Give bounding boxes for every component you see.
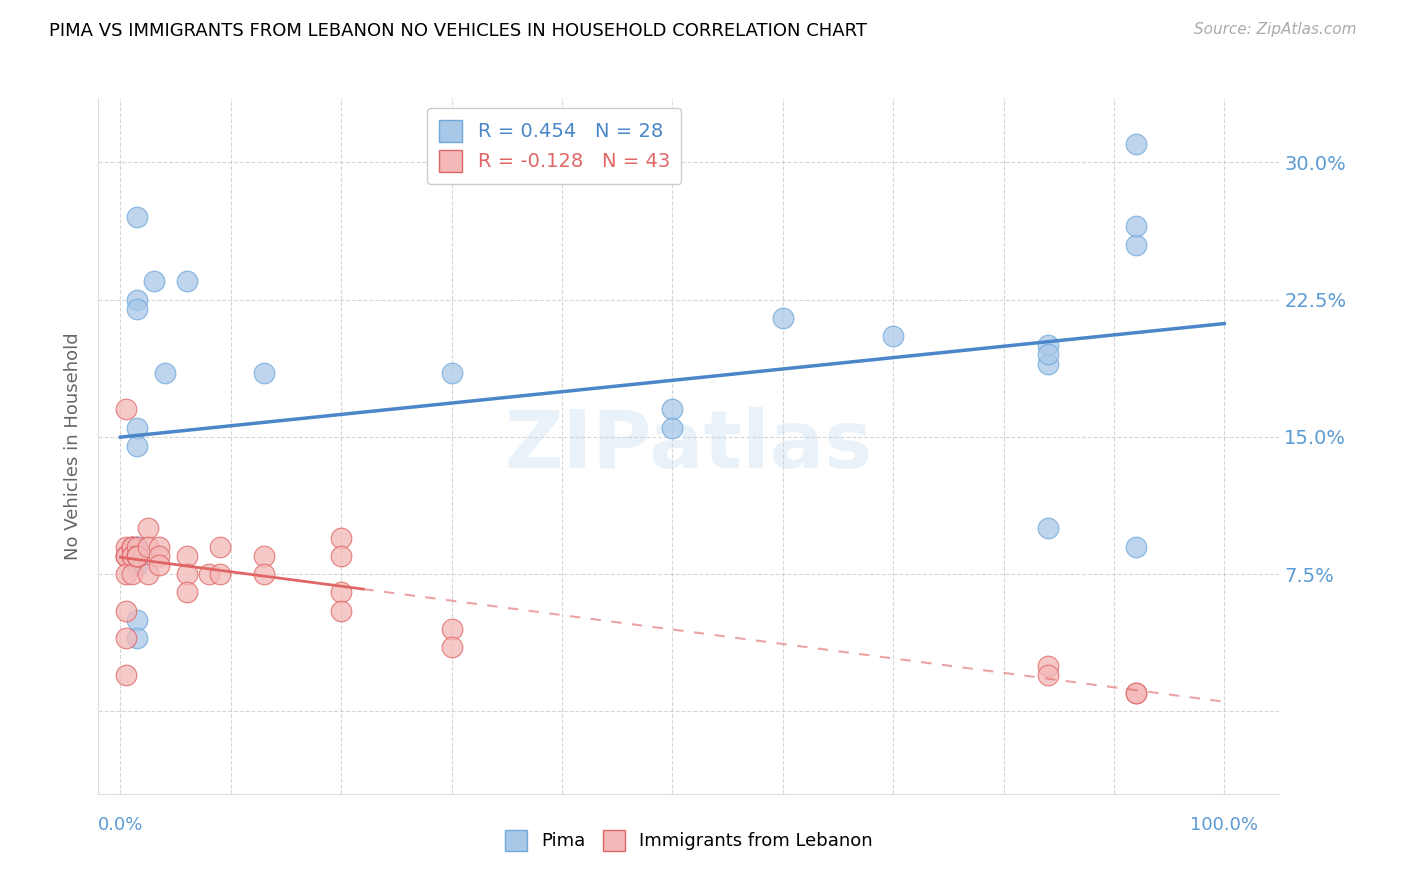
Point: [125, 293, 148, 307]
Point: [148, 540, 170, 554]
Point: [121, 549, 143, 563]
Point: [125, 540, 148, 554]
Point: [136, 540, 159, 554]
Point: [1125, 540, 1147, 554]
Point: [1125, 219, 1147, 234]
Point: [330, 604, 353, 618]
Point: [253, 549, 276, 563]
Point: [198, 567, 221, 582]
Point: [125, 439, 148, 453]
Point: [1125, 237, 1147, 252]
Point: [176, 585, 198, 599]
Point: [330, 549, 353, 563]
Point: [125, 301, 148, 316]
Point: [1125, 686, 1147, 700]
Point: [125, 540, 148, 554]
Point: [1125, 136, 1147, 151]
Point: [176, 274, 198, 288]
Point: [208, 540, 231, 554]
Point: [661, 402, 683, 417]
Point: [148, 558, 170, 572]
Point: [125, 549, 148, 563]
Point: [125, 549, 148, 563]
Point: [253, 366, 276, 380]
Y-axis label: No Vehicles in Household: No Vehicles in Household: [65, 332, 83, 560]
Text: PIMA VS IMMIGRANTS FROM LEBANON NO VEHICLES IN HOUSEHOLD CORRELATION CHART: PIMA VS IMMIGRANTS FROM LEBANON NO VEHIC…: [49, 22, 868, 40]
Point: [125, 549, 148, 563]
Point: [125, 540, 148, 554]
Point: [125, 632, 148, 646]
Point: [208, 567, 231, 582]
Point: [1036, 668, 1059, 682]
Point: [121, 549, 143, 563]
Point: [772, 310, 794, 325]
Point: [125, 558, 148, 572]
Point: [121, 540, 143, 554]
Point: [142, 274, 165, 288]
Point: [125, 613, 148, 627]
Point: [253, 567, 276, 582]
Point: [125, 549, 148, 563]
Point: [330, 585, 353, 599]
Point: [136, 521, 159, 535]
Point: [125, 420, 148, 434]
Point: [1036, 357, 1059, 371]
Text: Source: ZipAtlas.com: Source: ZipAtlas.com: [1194, 22, 1357, 37]
Point: [121, 540, 143, 554]
Point: [148, 549, 170, 563]
Point: [115, 549, 138, 563]
Point: [115, 549, 138, 563]
Point: [125, 210, 148, 224]
Point: [1125, 686, 1147, 700]
Point: [1036, 521, 1059, 535]
Point: [1036, 347, 1059, 361]
Text: ZIPatlas: ZIPatlas: [505, 407, 873, 485]
Point: [440, 640, 463, 655]
Point: [115, 668, 138, 682]
Point: [115, 549, 138, 563]
Point: [115, 604, 138, 618]
Point: [121, 540, 143, 554]
Text: 100.0%: 100.0%: [1191, 816, 1258, 834]
Point: [1036, 338, 1059, 352]
Point: [440, 366, 463, 380]
Point: [115, 567, 138, 582]
Point: [661, 420, 683, 434]
Point: [176, 567, 198, 582]
Point: [440, 622, 463, 636]
Point: [1036, 658, 1059, 673]
Point: [115, 632, 138, 646]
Point: [330, 531, 353, 545]
Point: [115, 540, 138, 554]
Point: [115, 402, 138, 417]
Point: [153, 366, 176, 380]
Point: [121, 567, 143, 582]
Legend: Pima, Immigrants from Lebanon: Pima, Immigrants from Lebanon: [494, 819, 884, 862]
Point: [882, 329, 904, 343]
Point: [136, 567, 159, 582]
Text: 0.0%: 0.0%: [98, 816, 143, 834]
Point: [176, 549, 198, 563]
